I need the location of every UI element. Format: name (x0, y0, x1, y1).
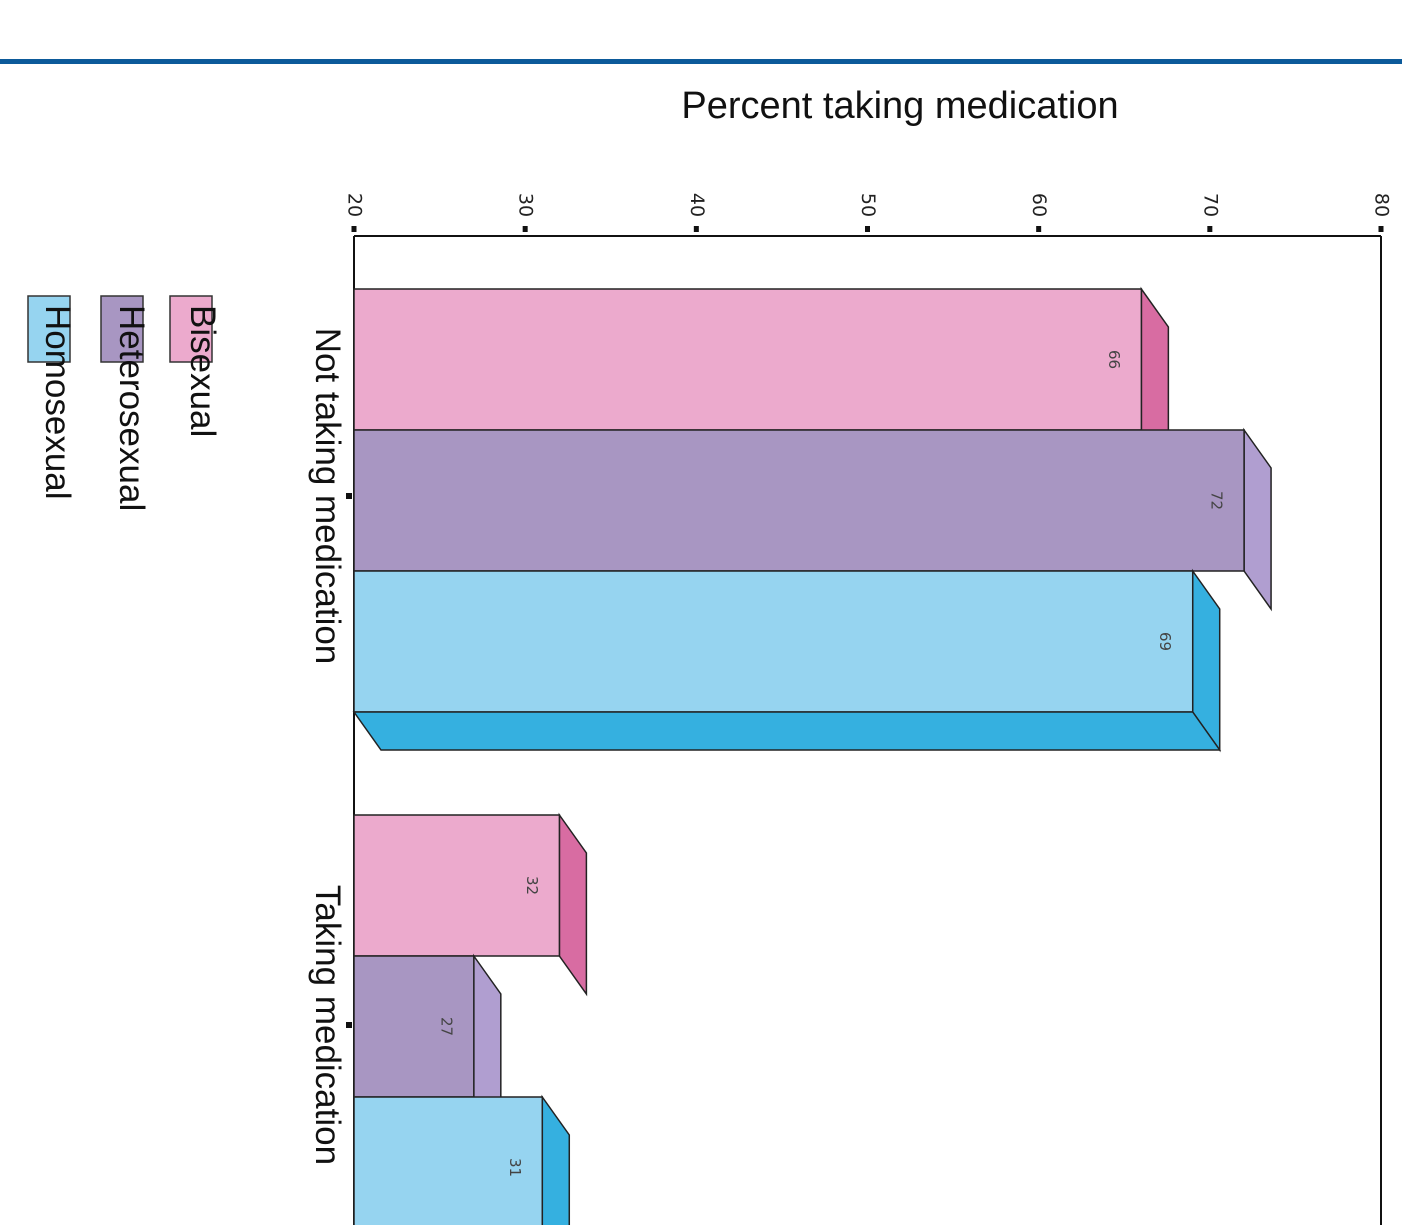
legend-swatch-homosexual (27, 295, 71, 363)
y-tick-label: 20 (344, 193, 366, 217)
data-label: 66 (1105, 350, 1123, 369)
data-label: 69 (1156, 632, 1174, 651)
header-rule (0, 59, 1402, 64)
y-axis-title: Percent taking medication (681, 85, 1118, 127)
bar-heterosexual (353, 955, 475, 1098)
bar-bottom-homosexual (352, 711, 1222, 751)
category-label: Not taking medication (308, 328, 347, 665)
bar-side-bisexual (558, 812, 588, 997)
y-tick-label: 40 (686, 193, 708, 217)
y-tick-mark (865, 226, 870, 232)
data-label: 31 (506, 1158, 524, 1177)
y-tick-mark (693, 226, 699, 232)
legend-swatch-heterosexual (100, 295, 144, 363)
bar-bisexual (353, 288, 1143, 431)
y-tick-mark (1378, 226, 1384, 232)
bar-heterosexual (353, 429, 1245, 572)
y-tick-label: 70 (1199, 193, 1221, 217)
bar-homosexual (353, 570, 1194, 713)
category-label: Taking medication (308, 885, 347, 1165)
category-tick-mark (346, 1022, 352, 1028)
legend-label: Bisexual (183, 305, 222, 437)
data-label: 72 (1208, 491, 1226, 510)
y-tick-label: 60 (1028, 193, 1050, 217)
legend-label: Homosexual (38, 305, 77, 500)
bar-bisexual (353, 814, 561, 957)
legend-label: Heterosexual (112, 305, 151, 511)
category-tick-mark (346, 493, 352, 499)
bar-side-homosexual (541, 1094, 571, 1225)
bar-side-heterosexual (1243, 427, 1272, 612)
data-label: 32 (523, 876, 541, 895)
y-tick-mark (1036, 226, 1042, 232)
y-tick-mark (351, 226, 357, 232)
legend-swatch-bisexual (169, 295, 213, 363)
data-label: 27 (437, 1017, 455, 1036)
y-tick-label: 30 (515, 193, 537, 217)
bar-homosexual (353, 1096, 544, 1225)
y-tick-label: 50 (857, 193, 879, 217)
y-tick-mark (1207, 226, 1213, 232)
y-tick-mark (522, 226, 528, 232)
y-tick-label: 80 (1371, 193, 1393, 217)
